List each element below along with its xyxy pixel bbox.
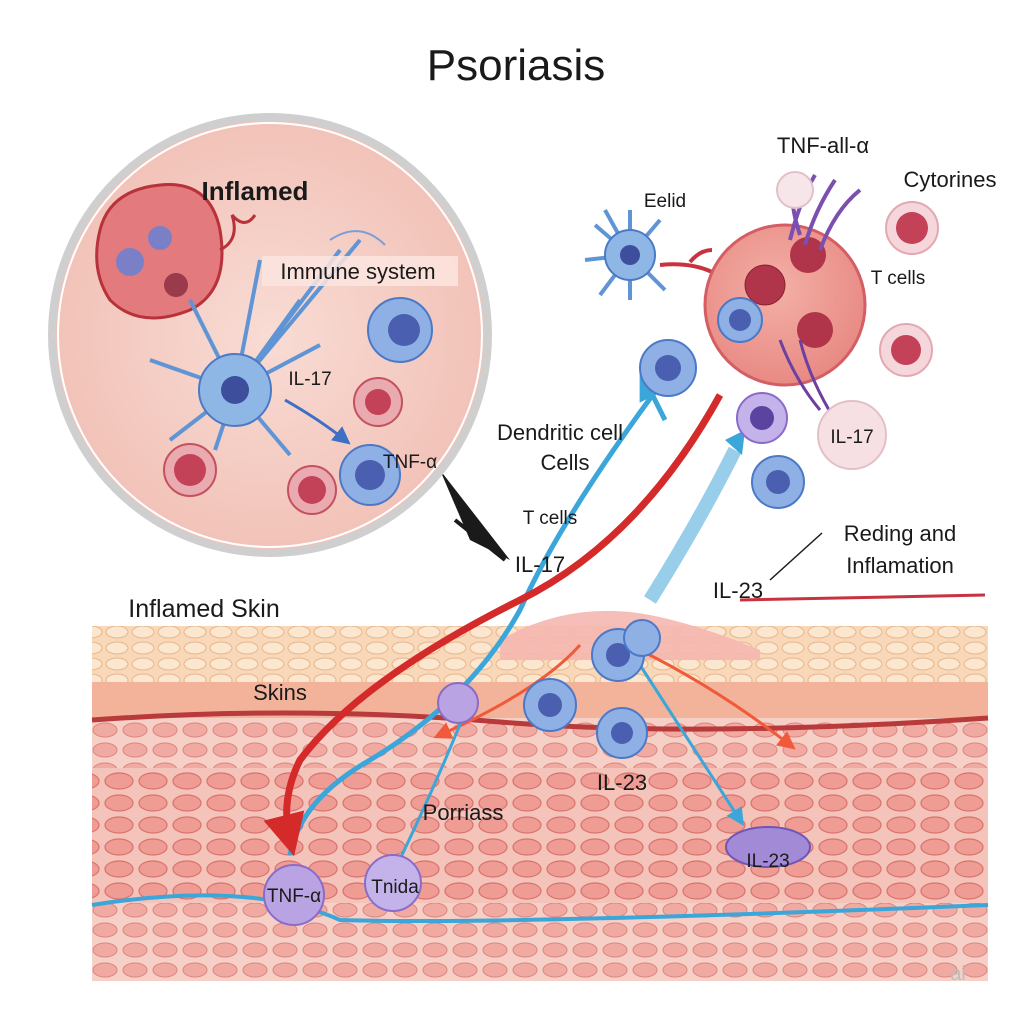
cell-nucleus	[611, 722, 633, 744]
cytokine-bubble	[776, 171, 814, 209]
cell-nucleus	[729, 309, 751, 331]
cell-nucleus	[744, 264, 786, 306]
purple-cell	[437, 682, 479, 724]
dendritic-label-line1: Dendritic cell	[497, 420, 623, 445]
blood-vessel	[91, 710, 989, 732]
skin-lower-dermis	[92, 903, 988, 981]
trida-cell	[364, 854, 422, 912]
inset-heading: Inflamed	[202, 176, 309, 206]
immune-label-bg	[262, 256, 458, 286]
cell-nucleus	[750, 406, 774, 430]
blue-arrow-down	[638, 664, 744, 827]
cell-nucleus	[164, 273, 188, 297]
cell-nucleus	[355, 460, 385, 490]
inflamed-red-cell	[95, 183, 224, 320]
lymph-vessel	[91, 893, 989, 923]
inflamed-skin-heading: Inflamed Skin	[128, 595, 279, 623]
inset-pointer-shadow	[440, 470, 510, 560]
eelid-link	[659, 248, 713, 274]
inset-rim	[57, 122, 483, 548]
cell-nucleus	[797, 312, 833, 348]
watermark: ai	[950, 963, 966, 985]
cell-nucleus	[174, 454, 206, 486]
faint-dendrite	[329, 230, 386, 246]
diagram-title: Psoriasis	[427, 41, 606, 90]
right-il17-label: IL-17	[830, 427, 873, 448]
orange-arrow-left	[433, 644, 582, 739]
cell-nucleus	[365, 389, 391, 415]
il23-cell-label: IL-23	[746, 851, 789, 872]
cell-nucleus	[655, 355, 681, 381]
dendritic-label-line2: Cells	[541, 450, 590, 475]
cell-nucleus	[891, 335, 921, 365]
red-cell-projection	[219, 213, 257, 252]
pale-cell	[817, 400, 887, 470]
pale-blue-arrow-head	[725, 430, 745, 455]
inset-pointer	[453, 518, 507, 562]
skin-cross-section	[91, 593, 989, 981]
cell-nucleus	[606, 643, 630, 667]
inset-il17-label: IL-17	[288, 369, 331, 390]
tnf-all-label: TNF-all-α	[777, 133, 869, 158]
eelid-label: Eelid	[644, 191, 686, 212]
right-tcells-label: T cells	[871, 268, 926, 289]
middle-il17-label: IL-17	[515, 552, 565, 577]
middle-il23-label: IL-23	[713, 578, 763, 603]
eelid-nucleus	[620, 245, 640, 265]
inset-magnifier	[48, 113, 492, 557]
dendritic-nucleus	[221, 376, 249, 404]
skin-cells	[263, 619, 811, 926]
immune-system-label: Immune system	[280, 259, 435, 284]
il23-cell	[725, 826, 811, 868]
blue-migration-path	[287, 383, 663, 856]
reding-label-line1: Reding and	[844, 521, 957, 546]
reding-pointer	[769, 532, 823, 581]
inset-tnf-label: TNF-α	[383, 452, 437, 473]
eelid-cell	[584, 209, 713, 300]
middle-tcells-label: T cells	[523, 508, 578, 529]
pale-blue-arrow-shaft	[644, 446, 742, 604]
cell-nucleus	[790, 237, 826, 273]
cytokines-label: Cytorines	[904, 167, 997, 192]
right-cluster	[584, 171, 939, 509]
cell-nucleus	[148, 226, 172, 250]
orange-arrow-right	[639, 648, 796, 750]
cell-nucleus	[766, 470, 790, 494]
cell-nucleus	[388, 314, 420, 346]
skin-il23-label: IL-23	[597, 770, 647, 795]
inset-arrow	[284, 398, 351, 445]
tnf-cell-label: TNF-α	[267, 886, 321, 907]
surface-red-line	[739, 593, 986, 602]
psoriasis-skin-label: Porriass	[423, 800, 504, 825]
red-migration-arrow	[263, 393, 724, 857]
cell-nucleus	[896, 212, 928, 244]
reding-label-line2: Inflamation	[846, 553, 954, 578]
cell-nucleus	[298, 476, 326, 504]
cell-nucleus	[116, 248, 144, 276]
tnf-cell	[263, 864, 325, 926]
cell-nucleus	[538, 693, 562, 717]
skin-dermis	[92, 768, 988, 903]
dendritic-cell	[149, 238, 362, 457]
blue-t-cell	[623, 619, 661, 657]
inflamed-cell	[703, 223, 867, 387]
skins-label: Skins	[253, 680, 307, 705]
trida-cell-label: Tnida	[371, 877, 419, 898]
